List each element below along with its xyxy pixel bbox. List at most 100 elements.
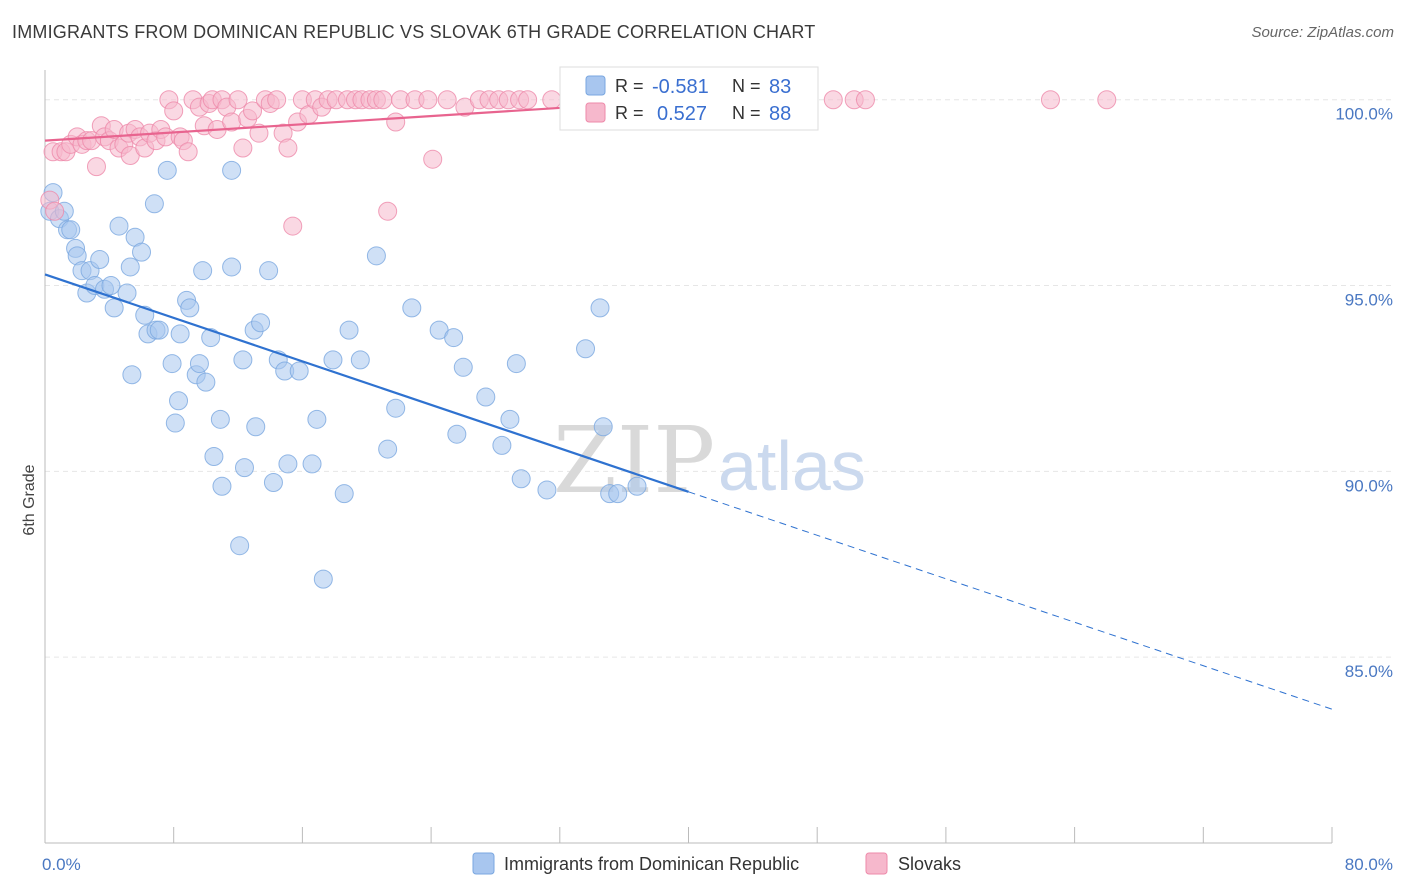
slovak-point-85: [855, 90, 875, 110]
dominican-point-54: [278, 454, 298, 474]
watermark-atlas: atlas: [718, 427, 866, 505]
dominican-point-46: [234, 458, 254, 478]
y-tick-label-0: 85.0%: [1345, 662, 1393, 681]
dominican-point-37: [196, 372, 216, 392]
dominican-point-50: [259, 261, 279, 281]
dominican-point-28: [162, 354, 182, 374]
dominican-point-81: [608, 484, 628, 504]
dominican-point-40: [210, 409, 230, 429]
dominican-point-22: [135, 305, 155, 325]
slovak-point-44: [249, 123, 269, 143]
slovak-point-27: [164, 101, 184, 121]
slovak-point-41: [233, 138, 253, 158]
dominican-point-44: [230, 536, 250, 556]
slovak-point-77: [518, 90, 538, 110]
slovak-point-63: [373, 90, 393, 110]
slovak-point-78: [542, 90, 562, 110]
dominican-point-78: [590, 298, 610, 318]
dominican-point-18: [120, 257, 140, 277]
dominican-point-16: [109, 216, 129, 236]
dominican-point-43: [222, 257, 242, 277]
dominican-point-61: [339, 320, 359, 340]
legend-label-slovak: Slovaks: [898, 854, 961, 874]
dominican-point-42: [222, 160, 242, 180]
stats-r-label-dominican: R =: [615, 76, 644, 96]
dominican-point-58: [313, 569, 333, 589]
stats-r-value-dominican: -0.581: [652, 76, 709, 98]
x-tick-labels: 0.0% 80.0%: [42, 855, 1393, 874]
dominican-point-69: [447, 424, 467, 444]
stats-n-label-dominican: N =: [732, 76, 761, 96]
slovak-point-2: [45, 201, 65, 221]
dominican-point-82: [627, 476, 647, 496]
stats-swatch-dominican: [585, 75, 606, 96]
dominican-point-73: [500, 409, 520, 429]
slovak-point-30: [178, 142, 198, 162]
series-legend: Immigrants from Dominican Republic Slova…: [472, 852, 961, 875]
dominican-point-12: [90, 250, 110, 270]
slovak-point-47: [267, 90, 287, 110]
dominican-point-59: [323, 350, 343, 370]
dominican-point-36: [193, 261, 213, 281]
dominican-point-76: [537, 480, 557, 500]
dominican-point-55: [289, 361, 309, 381]
slovak-point-86: [1040, 90, 1060, 110]
slovak-point-83: [823, 90, 843, 110]
stats-n-value-slovak: 88: [769, 103, 791, 125]
x-tick-label-0: 0.0%: [42, 855, 81, 874]
dominican-point-30: [169, 391, 189, 411]
dominican-point-5: [61, 220, 81, 240]
dominican-point-62: [350, 350, 370, 370]
stats-swatch-slovak: [585, 102, 606, 123]
dominican-point-38: [201, 328, 221, 348]
dominican-point-48: [246, 417, 266, 437]
dominican-point-63: [366, 246, 386, 266]
x-tick-label-1: 80.0%: [1345, 855, 1393, 874]
slovak-point-68: [418, 90, 438, 110]
dominican-point-77: [576, 339, 596, 359]
dominican-point-35: [189, 354, 209, 374]
dominican-point-39: [204, 447, 224, 466]
dominican-point-14: [101, 276, 121, 296]
legend-label-dominican: Immigrants from Dominican Republic: [504, 854, 799, 874]
dominican-point-26: [149, 320, 169, 340]
stats-r-value-slovak: 0.527: [657, 103, 707, 125]
slovak-point-49: [278, 138, 298, 158]
slovak-point-69: [423, 149, 443, 169]
dominican-point-71: [476, 387, 496, 407]
dominican-point-64: [378, 439, 398, 459]
legend-swatch-dominican: [472, 852, 495, 875]
y-tick-label-1: 90.0%: [1345, 476, 1393, 495]
y-tick-labels: 85.0% 90.0% 95.0% 100.0%: [1335, 105, 1393, 681]
trend-line-dominican: [44, 273, 689, 493]
y-tick-label-3: 100.0%: [1335, 105, 1393, 124]
stats-n-value-dominican: 83: [769, 76, 791, 98]
slovak-point-40: [228, 90, 248, 110]
dominican-point-57: [307, 409, 327, 429]
stats-n-label-slovak: N =: [732, 103, 761, 123]
slovak-point-87: [1097, 90, 1117, 110]
dominican-point-65: [386, 398, 406, 418]
stats-legend: R = -0.581 N = 83 R = 0.527 N = 88: [559, 66, 819, 131]
slovak-point-70: [437, 90, 457, 110]
watermark: ZIP atlas: [553, 407, 866, 514]
dominican-point-66: [402, 298, 422, 318]
dominican-point-74: [506, 354, 526, 374]
chart-title: IMMIGRANTS FROM DOMINICAN REPUBLIC VS SL…: [12, 22, 816, 42]
dominican-point-19: [122, 365, 142, 385]
dominican-point-31: [170, 324, 190, 344]
dominican-point-41: [212, 476, 232, 496]
dominican-point-68: [444, 328, 464, 348]
y-axis-label: 6th Grade: [21, 464, 38, 535]
slovak-point-65: [386, 112, 406, 132]
dominican-point-60: [334, 484, 354, 504]
dominican-point-29: [165, 413, 185, 433]
source-label: Source: ZipAtlas.com: [1251, 24, 1394, 41]
dominican-point-51: [263, 473, 283, 493]
slovak-point-50: [283, 216, 303, 236]
dominican-point-24: [144, 194, 164, 214]
dominican-point-75: [511, 469, 531, 489]
grid-lines: [45, 99, 1392, 658]
dominican-point-21: [132, 242, 152, 262]
